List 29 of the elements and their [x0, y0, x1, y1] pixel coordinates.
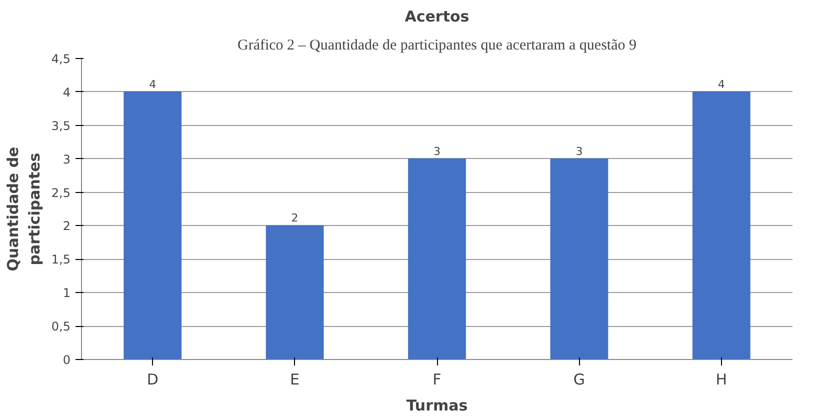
- data-label: 4: [718, 78, 725, 91]
- data-label: 3: [434, 144, 440, 158]
- x-tick-label: H: [716, 370, 728, 388]
- bar: [124, 91, 182, 360]
- y-axis-title: Quantidade de participantes: [4, 146, 44, 272]
- y-tick-label: 4,5: [51, 52, 71, 66]
- y-tick-label: 1: [62, 286, 71, 300]
- chart-title: Acertos: [404, 8, 470, 26]
- bar: [550, 158, 608, 360]
- y-tick-label: 3: [62, 152, 71, 166]
- x-tick-label: D: [146, 370, 158, 388]
- data-label: 2: [291, 212, 298, 225]
- bar: [266, 225, 324, 360]
- x-axis-title: Turmas: [406, 396, 468, 414]
- y-tick-label: 0,5: [51, 320, 71, 334]
- y-tick-label: 1,5: [51, 252, 71, 267]
- y-tick-label: 4: [62, 85, 71, 100]
- y-tick-label: 2,5: [51, 186, 71, 200]
- x-tick-label: G: [573, 370, 586, 388]
- bar: [408, 158, 466, 360]
- y-tick-label: 0: [62, 353, 71, 367]
- text: Gráfico 2 – Quantidade de participantes que acertaram a questão 9: [238, 38, 637, 54]
- y-tick-label: 3,5: [51, 118, 71, 133]
- x-tick-label: E: [290, 370, 300, 388]
- data-label: 3: [576, 144, 583, 158]
- data-label: 4: [149, 78, 156, 91]
- x-tick-label: F: [432, 370, 442, 388]
- y-tick-label: 2: [62, 219, 71, 234]
- bar: [692, 91, 750, 360]
